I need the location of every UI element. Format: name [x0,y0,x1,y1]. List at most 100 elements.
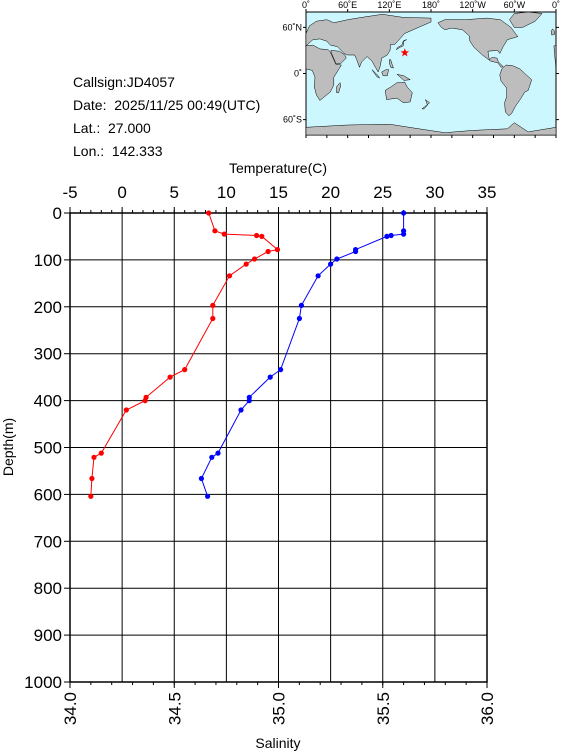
land-north-america [437,17,519,68]
map-latitude-labels: 60˚N 0˚ 60˚S [282,22,302,124]
temperature-tick-label: 30 [425,183,444,202]
salinity-point [267,374,273,380]
salinity-point [198,475,204,482]
temperature-point [254,232,260,239]
temperature-tick-label: 10 [217,183,236,202]
temperature-tick-label: -5 [62,183,77,202]
temperature-line [90,212,279,497]
depth-tick-labels: 0 100 200 300 400 500 600 700 800 900 1000 [24,204,62,692]
salinity-point [401,210,407,216]
salinity-point [209,454,215,460]
temperature-point [206,210,212,216]
salinity-point [388,232,394,239]
depth-axis-label: Depth(m) [0,418,16,476]
depth-tick-label: 700 [34,532,62,551]
temperature-point [210,315,216,322]
salinity-point [205,493,211,499]
salinity-tick-label: 35.0 [270,692,289,725]
land-borneo [381,69,389,77]
salinity-point [238,407,244,413]
land-asia-europe [305,14,432,73]
map-longitude-labels: 0˚ 60˚E 120˚E 180˚ 120˚W 60˚W 0˚ [302,0,560,10]
land-philippines [389,59,394,69]
temperature-point [143,394,149,400]
temperature-point [89,475,95,482]
salinity-point [278,367,284,373]
land-sumatra [371,69,381,79]
map-longitude-label: 0˚ [552,0,560,10]
land-greenland [509,11,543,28]
temperature-point [167,374,173,380]
callsign-text: Callsign:JD4057 [73,74,175,90]
land-arabia [330,50,347,64]
map-latitude-label: 60˚S [283,115,302,125]
salinity-point [401,231,407,237]
map-longitude-label: 60˚E [338,0,357,10]
temperature-point [243,261,249,267]
temperature-point [182,367,188,373]
salinity-point [353,248,359,255]
station-info: Callsign:JD4057 Date: 2025/11/25 00:49(U… [73,71,260,163]
land-south-america [499,64,532,117]
salinity-point [298,302,304,308]
salinity-point [246,398,252,404]
salinity-axis-label: Salinity [255,735,300,751]
temperature-point [265,248,271,255]
depth-tick-label: 900 [34,626,62,645]
longitude-text: Lon.: 142.333 [73,143,163,159]
salinity-point [334,256,340,262]
map-latitude-label: 60˚N [282,22,302,32]
profile-series [88,210,407,499]
land-africa [305,44,342,101]
depth-tick-label: 200 [34,298,62,317]
temperature-tick-label: 5 [170,183,179,202]
temperature-point [226,273,233,279]
depth-tick-label: 300 [34,345,62,364]
temperature-point [251,256,258,262]
temperature-tick-label: 20 [321,183,340,202]
temperature-tick-labels: -5 0 5 10 15 20 25 30 35 [62,183,496,202]
map-frame-ticks [303,9,559,138]
chart-grid [64,207,488,688]
temperature-tick-label: 15 [269,183,288,202]
salinity-tick-label: 35.5 [374,692,393,725]
temperature-point [98,450,104,456]
depth-tick-label: 100 [34,251,62,270]
depth-tick-label: 400 [34,392,62,411]
salinity-point [401,228,407,234]
salinity-point [296,315,302,322]
salinity-line [200,213,405,497]
land-west-africa-edge [553,45,557,70]
salinity-tick-label: 36.0 [478,692,497,725]
temperature-point [210,302,216,308]
temperature-tick-label: 35 [478,183,497,202]
land-australia [384,81,413,103]
star-icon [400,48,410,57]
salinity-point [353,247,359,253]
map-longitude-label: 0˚ [302,0,310,10]
salinity-tick-labels: 34.0 34.5 35.0 35.5 36.0 [61,692,497,725]
date-text: Date: 2025/11/25 00:49(UTC) [73,97,261,113]
salinity-point [328,261,334,267]
temperature-tick-label: 0 [117,183,126,202]
world-map: 0˚ 60˚E 120˚E 180˚ 120˚W 60˚W 0˚ 60˚N 0˚ 60˚S [282,0,560,138]
depth-tick-label: 0 [53,204,62,223]
land-new-zealand [421,98,431,110]
temperature-point [142,398,148,404]
salinity-point [215,450,221,456]
land-uk [550,28,555,36]
land-japan [396,39,407,50]
depth-tick-label: 1000 [24,673,62,692]
temperature-point [212,228,218,234]
map-longitude-label: 120˚E [377,0,401,10]
depth-tick-label: 800 [34,579,62,598]
salinity-tick-label: 34.0 [61,692,80,725]
temperature-point [259,233,265,239]
temperature-tick-label: 25 [373,183,392,202]
map-latitude-label: 0˚ [294,69,302,79]
map-longitude-label: 120˚W [459,0,486,10]
land-new-guinea [396,73,411,81]
salinity-tick-label: 34.5 [165,692,184,725]
land-madagascar [336,82,341,93]
temperature-point [91,454,97,460]
